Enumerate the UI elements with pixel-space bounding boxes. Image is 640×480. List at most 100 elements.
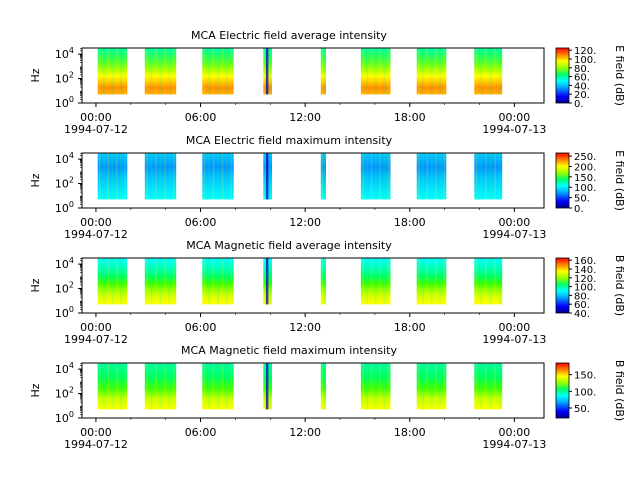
spectrogram-streak: [265, 363, 269, 410]
colorbar-tick-label: 20.: [574, 90, 590, 101]
x-tick-label: 00:00: [499, 321, 531, 334]
colorbar: [555, 362, 570, 419]
spectrogram-segment: [416, 48, 447, 95]
colorbar-tick-label: 160.: [574, 256, 596, 267]
colorbar-tick-label: 0.: [574, 99, 584, 110]
spectrogram-segment: [474, 363, 503, 410]
colorbar-tick-label: 100.: [574, 283, 596, 294]
plot-frame: [81, 152, 545, 209]
chart-title: MCA Magnetic field average intensity: [186, 239, 392, 252]
x-tick-label: 12:00: [289, 426, 321, 439]
y-tick-label: 104: [55, 361, 74, 376]
y-axis-label: Hz: [29, 68, 42, 82]
spectrogram-segment: [97, 258, 128, 305]
colorbar: [555, 257, 570, 314]
colorbar-tick-label: 60.: [574, 300, 590, 311]
x-tick-label: 00:00: [499, 426, 531, 439]
spectrogram-segment: [320, 153, 326, 200]
spectrogram-streak: [265, 258, 269, 305]
x-tick-label: 18:00: [394, 216, 426, 229]
x-date-label: 1994-07-13: [482, 123, 546, 136]
colorbar: [555, 47, 570, 104]
x-date-label: 1994-07-12: [64, 438, 128, 451]
x-tick-label: 00:00: [80, 216, 112, 229]
x-tick-label: 18:00: [394, 111, 426, 124]
x-tick-label: 00:00: [80, 426, 112, 439]
chart-title: MCA Magnetic field maximum intensity: [181, 344, 397, 357]
plot-frame: [81, 257, 545, 314]
chart-title: MCA Electric field average intensity: [191, 29, 387, 42]
plot-frame: [81, 362, 545, 419]
x-tick-label: 06:00: [185, 216, 217, 229]
colorbar-tick-label: 120.: [574, 274, 596, 285]
spectrogram-segment: [144, 258, 177, 305]
spectrogram-segment: [360, 258, 391, 305]
x-date-label: 1994-07-13: [482, 228, 546, 241]
y-axis-label: Hz: [29, 383, 42, 397]
colorbar-tick-label: 100.: [574, 183, 596, 194]
panel-4: MCA Magnetic field maximum intensity Hz 10…: [29, 344, 626, 451]
colorbar-tick-label: 40.: [574, 81, 590, 92]
chart-title: MCA Electric field maximum intensity: [186, 134, 393, 147]
spectrogram-segment: [416, 153, 447, 200]
x-tick-label: 00:00: [80, 111, 112, 124]
colorbar-tick-label: 100.: [574, 387, 596, 398]
spectrogram-segment: [320, 258, 326, 305]
x-tick-label: 18:00: [394, 321, 426, 334]
y-tick-label: 104: [55, 256, 74, 271]
spectrogram-segment: [320, 48, 326, 95]
spectrogram-segment: [416, 258, 447, 305]
y-axis-label: Hz: [29, 278, 42, 292]
colorbar-label: B field (dB): [613, 255, 626, 316]
y-tick-label: 102: [55, 281, 74, 296]
y-tick-label: 102: [55, 71, 74, 86]
colorbar-tick-label: 120.: [574, 46, 596, 57]
spectrogram-segment: [144, 48, 177, 95]
x-tick-label: 12:00: [289, 321, 321, 334]
spectrogram-segment: [360, 363, 391, 410]
x-tick-label: 06:00: [185, 321, 217, 334]
spectrogram-streak: [265, 48, 269, 95]
panel-1: MCA Electric field average intensity Hz 10…: [29, 29, 626, 136]
plot-frame: [81, 47, 545, 104]
spectrogram-streak: [265, 153, 269, 200]
spectrogram-segment: [97, 153, 128, 200]
colorbar-tick-label: 50.: [574, 404, 590, 415]
spectrogram-segment: [97, 48, 128, 95]
colorbar-label: E field (dB): [613, 45, 626, 106]
colorbar-tick-label: 150.: [574, 173, 596, 184]
y-tick-label: 100: [55, 95, 74, 110]
x-tick-label: 00:00: [499, 216, 531, 229]
x-date-label: 1994-07-12: [64, 228, 128, 241]
colorbar: [555, 152, 570, 209]
spectrogram-segment: [360, 48, 391, 95]
x-tick-label: 18:00: [394, 426, 426, 439]
spectrogram-segment: [202, 363, 234, 410]
colorbar-label: B field (dB): [613, 360, 626, 421]
y-tick-label: 100: [55, 410, 74, 425]
colorbar-tick-label: 80.: [574, 64, 590, 75]
spectrogram-segment: [416, 363, 447, 410]
x-date-label: 1994-07-12: [64, 123, 128, 136]
colorbar-tick-label: 140.: [574, 265, 596, 276]
colorbar-label: E field (dB): [613, 150, 626, 211]
x-tick-label: 00:00: [80, 321, 112, 334]
x-tick-label: 06:00: [185, 111, 217, 124]
colorbar-tick-label: 40.: [574, 309, 590, 320]
x-date-label: 1994-07-12: [64, 333, 128, 346]
spectrogram-segment: [202, 48, 234, 95]
spectrogram-segment: [360, 153, 391, 200]
colorbar-tick-label: 50.: [574, 194, 590, 205]
colorbar-tick-label: 0.: [574, 204, 584, 215]
x-tick-label: 00:00: [499, 111, 531, 124]
x-date-label: 1994-07-13: [482, 438, 546, 451]
spectrogram-segment: [474, 258, 503, 305]
colorbar-tick-label: 60.: [574, 73, 590, 84]
y-tick-label: 104: [55, 46, 74, 61]
spectrogram-segment: [202, 153, 234, 200]
colorbar-tick-label: 150.: [574, 371, 596, 382]
colorbar-tick-label: 200.: [574, 162, 596, 173]
spectrogram-segment: [320, 363, 326, 410]
spectrogram-segment: [144, 153, 177, 200]
